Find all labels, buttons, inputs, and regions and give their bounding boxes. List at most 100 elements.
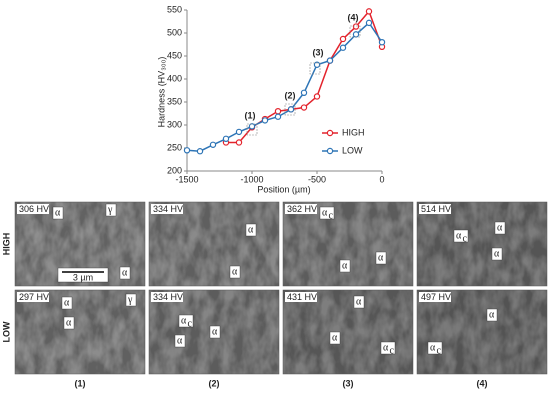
phase-label: α [456, 230, 462, 241]
hardness-label: 334 HV [153, 204, 183, 214]
phase-label: α [66, 317, 72, 328]
x-axis-label: Position (µm) [257, 184, 310, 194]
phase-label: α [342, 260, 348, 271]
legend-marker [326, 129, 334, 137]
data-point [235, 128, 243, 136]
hardness-box [17, 204, 49, 214]
phase-label: α [383, 342, 389, 353]
data-point [183, 147, 191, 154]
data-point [287, 106, 295, 113]
phase-box [491, 247, 503, 261]
phase-label: α [430, 342, 436, 353]
phase-box [119, 266, 131, 280]
legend-marker [326, 147, 334, 155]
hardness-label: 362 HV [287, 204, 317, 214]
phase-subscript: c [390, 345, 395, 356]
phase-label: α [248, 224, 254, 235]
phase-box [105, 203, 117, 217]
micrograph [149, 202, 279, 286]
y-tick-label: 350 [167, 96, 182, 106]
x-tick-label: -1500 [175, 174, 198, 184]
annotation: (4) [348, 12, 359, 22]
row-label: HIGH [1, 233, 11, 256]
micrograph-border [416, 201, 548, 287]
data-point [261, 117, 269, 124]
hardness-label: 497 HV [421, 292, 451, 302]
data-point [300, 104, 308, 111]
hardness-label: 334 HV [153, 292, 183, 302]
phase-label: α [64, 297, 70, 308]
micrograph-border [14, 201, 146, 287]
hardness-box [151, 292, 183, 302]
series-line [186, 21, 383, 152]
micrograph [417, 290, 547, 374]
phase-box [245, 223, 257, 237]
y-tick-label: 250 [167, 142, 182, 152]
micrograph [283, 202, 413, 286]
phase-box [375, 251, 387, 265]
hardness-box [419, 204, 451, 214]
hardness-box [419, 292, 451, 302]
micrograph-border [148, 201, 280, 287]
hardness-label: 306 HV [19, 204, 49, 214]
y-axis-label: Hardness (HV₃₀₀) [156, 57, 166, 128]
phase-label: α [181, 315, 187, 326]
data-point [274, 107, 282, 115]
data-point [235, 139, 243, 146]
data-point [339, 35, 347, 43]
annotation-box [309, 62, 321, 75]
phase-box [174, 334, 186, 348]
data-point [352, 31, 360, 38]
micrograph [283, 290, 413, 374]
phase-box [486, 308, 498, 322]
data-point [196, 148, 204, 155]
phase-box [380, 341, 396, 355]
row-label: LOW [1, 321, 11, 342]
annotation: (3) [313, 47, 324, 57]
y-tick-label: 300 [167, 119, 182, 129]
micrograph-border [148, 289, 280, 375]
series-line [226, 9, 383, 144]
data-point [313, 93, 321, 100]
micrograph [417, 202, 547, 286]
phase-box [453, 229, 469, 243]
data-point [274, 113, 282, 120]
phase-label: α [232, 266, 238, 277]
x-tick-label: -500 [308, 174, 326, 184]
data-point [352, 23, 360, 30]
hardness-box [285, 292, 317, 302]
phase-subscript: c [329, 210, 334, 221]
micrograph-border [282, 289, 414, 375]
data-point [222, 135, 230, 142]
x-tick-label: 0 [379, 174, 384, 184]
phase-box [329, 331, 341, 345]
y-tick-label: 500 [167, 27, 182, 37]
annotation-box [284, 103, 296, 116]
column-label: (1) [75, 378, 86, 388]
x-tick-label: -1000 [240, 174, 263, 184]
phase-box [52, 206, 64, 220]
phase-box [178, 314, 194, 328]
phase-box [319, 206, 335, 220]
phase-box [339, 259, 351, 273]
phase-box [125, 293, 137, 307]
y-tick-label: 450 [167, 50, 182, 60]
micrograph [15, 290, 145, 374]
data-point [248, 123, 256, 130]
phase-label: γ [107, 204, 113, 215]
data-point [365, 8, 373, 15]
legend-label: LOW [342, 145, 363, 155]
hardness-box [285, 204, 317, 214]
phase-box [229, 265, 241, 279]
data-point [326, 57, 334, 64]
phase-subscript: c [463, 233, 468, 244]
micrograph-border [14, 289, 146, 375]
column-label: (2) [209, 378, 220, 388]
phase-label: α [356, 296, 362, 307]
column-label: (3) [343, 378, 354, 388]
phase-subscript: c [188, 318, 193, 329]
phase-box [353, 295, 365, 309]
micrograph-border [282, 201, 414, 287]
phase-box [494, 221, 506, 235]
